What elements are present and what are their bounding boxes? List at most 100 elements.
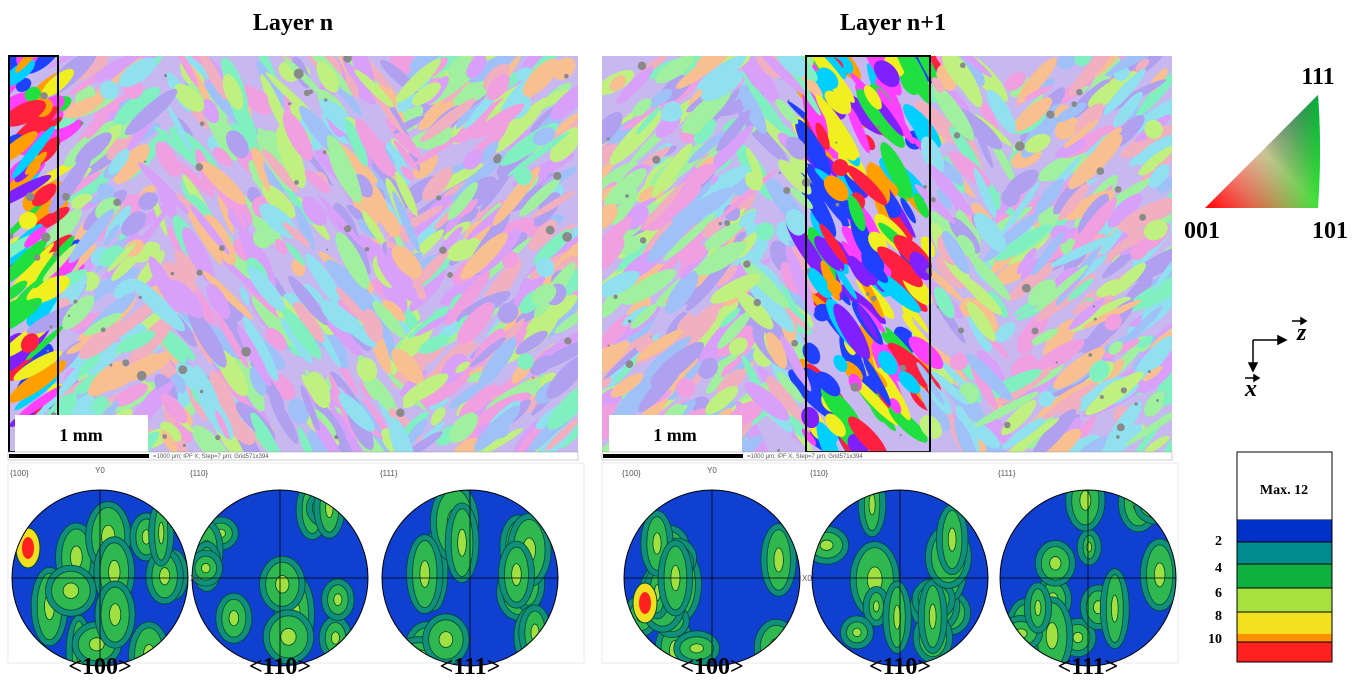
pf-set-label: {100}: [10, 469, 29, 478]
grain: [745, 275, 795, 333]
grain: [8, 99, 47, 127]
grain: [696, 241, 747, 276]
grain: [1054, 116, 1079, 140]
grain: [994, 322, 1016, 343]
grain: [282, 111, 313, 161]
grain: [517, 353, 534, 370]
grain: [1144, 391, 1166, 417]
ipf-triangle-shade: [1205, 95, 1320, 208]
grain: [382, 299, 406, 322]
grain: [955, 404, 980, 452]
pore: [607, 344, 610, 347]
pore: [627, 319, 632, 323]
grain: [1002, 415, 1049, 450]
grain: [86, 342, 121, 376]
grain: [878, 367, 911, 421]
axis-label: z: [1296, 320, 1307, 346]
pore: [1116, 435, 1120, 439]
grain: [345, 72, 359, 99]
grain: [696, 56, 715, 68]
grain: [320, 300, 356, 334]
pf-contour: [1045, 622, 1059, 650]
grain: [448, 380, 487, 410]
grain: [155, 141, 181, 177]
grain: [663, 212, 716, 261]
grain: [780, 335, 812, 392]
grain: [198, 56, 229, 101]
grain: [31, 183, 57, 207]
grain: [823, 175, 849, 202]
grain: [671, 75, 702, 106]
grain: [933, 286, 955, 319]
pore: [364, 246, 370, 252]
grain: [417, 371, 470, 409]
grain: [611, 190, 639, 225]
grain: [470, 337, 507, 367]
grain: [104, 224, 120, 245]
grain: [1058, 183, 1089, 221]
grain: [205, 283, 231, 319]
grain: [68, 76, 97, 96]
grain: [85, 105, 111, 139]
grain: [649, 88, 672, 109]
pf-contour: [201, 562, 211, 574]
grain: [495, 97, 548, 153]
pore: [777, 448, 781, 452]
grain: [747, 82, 787, 133]
grain: [473, 103, 525, 140]
grain: [411, 82, 441, 106]
grain: [160, 393, 188, 424]
grain: [942, 230, 970, 274]
pore: [170, 271, 175, 276]
pf-contour: [325, 497, 334, 518]
grain: [1031, 339, 1085, 375]
grain: [1013, 97, 1053, 132]
grain: [783, 414, 809, 439]
pf-contour: [280, 628, 297, 646]
pore: [62, 192, 71, 201]
grain: [362, 309, 383, 343]
grain: [1050, 236, 1112, 268]
grain: [8, 59, 36, 87]
grain: [182, 227, 215, 284]
grain: [973, 212, 1007, 253]
grain: [106, 133, 136, 161]
grain: [1024, 133, 1051, 153]
grain: [1075, 103, 1104, 134]
pore: [178, 365, 188, 375]
grain: [26, 296, 60, 327]
grain: [889, 398, 902, 414]
grain: [790, 187, 813, 210]
grain: [540, 89, 569, 107]
grain: [75, 132, 112, 165]
pore: [436, 195, 442, 201]
pore: [136, 370, 147, 381]
grain: [1017, 57, 1057, 103]
grain: [547, 287, 578, 338]
pore: [33, 304, 36, 307]
grain: [877, 350, 898, 375]
pore: [288, 102, 292, 106]
pore: [46, 349, 49, 352]
grain: [1142, 366, 1163, 382]
pore: [164, 74, 168, 78]
grain: [1004, 71, 1026, 91]
grain: [1082, 299, 1142, 329]
grain: [391, 348, 424, 385]
pore: [52, 252, 58, 258]
caption-strip: [7, 451, 579, 461]
grain: [824, 90, 849, 115]
pore: [109, 363, 113, 367]
grain: [728, 337, 748, 356]
grain: [479, 160, 517, 212]
pore: [625, 194, 629, 198]
grain: [1108, 340, 1123, 355]
grain: [1128, 244, 1172, 282]
grain: [8, 239, 48, 285]
pf-contour: [109, 603, 122, 627]
grain: [914, 184, 956, 224]
grain: [167, 106, 193, 153]
grain: [698, 357, 719, 379]
grain: [202, 270, 254, 320]
grain: [438, 318, 463, 340]
